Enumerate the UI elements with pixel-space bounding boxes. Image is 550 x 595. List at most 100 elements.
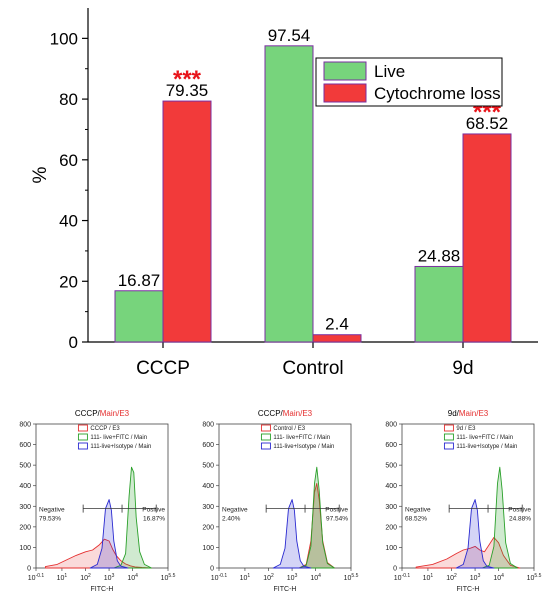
y-tick-label: 400 [385, 483, 397, 490]
x-tick-label: 103 [470, 573, 481, 582]
data-label: 2.4 [325, 315, 349, 334]
gate-negative-label: Negative [39, 507, 65, 514]
y-tick-label: 500 [19, 463, 31, 470]
legend-label: 111-live+Isotype / Main [90, 444, 151, 450]
x-tick-label: 105.5 [161, 573, 176, 582]
gate-positive-label: Positive [142, 507, 165, 514]
hist-title: CCCP/Main/E3 [75, 409, 130, 418]
x-axis-label: FITC-H [91, 586, 114, 593]
y-tick-label: 100 [385, 545, 397, 552]
y-tick-label: 600 [202, 442, 214, 449]
x-tick-label: 103 [287, 573, 298, 582]
y-tick-label: 100 [50, 29, 78, 48]
x-tick-label: 102 [446, 573, 457, 582]
data-label: 24.88 [418, 246, 461, 265]
x-tick-label: 10-0.1 [211, 573, 228, 582]
x-tick-label: 9d [452, 358, 473, 379]
flow-histogram-9d: 9d/Main/E3 0 100 200 300 400 500 600 800 10-0.1 10… [385, 409, 541, 593]
x-tick-label: 102 [263, 573, 274, 582]
x-axis-label: FITC-H [457, 586, 480, 593]
legend-label: Control / E3 [273, 426, 305, 432]
legend-swatch [260, 433, 271, 441]
hist-title: 9d/Main/E3 [448, 409, 489, 418]
legend-swatch [77, 424, 88, 432]
legend-swatch [443, 442, 454, 450]
histogram-1 [113, 466, 152, 569]
y-axis-label: % [30, 166, 51, 183]
x-tick-label: 10-0.1 [28, 573, 45, 582]
significance-stars: *** [173, 66, 202, 93]
legend-label: Live [374, 62, 405, 81]
hist-title: CCCP/Main/E3 [258, 409, 313, 418]
legend-label: 111-live+Isotype / Main [456, 444, 517, 450]
legend-label: 111-live+Isotype / Main [273, 444, 334, 450]
x-tick-label: 10-0.1 [394, 573, 411, 582]
y-tick-label: 40 [59, 212, 78, 231]
legend-swatch [323, 83, 367, 103]
legend-swatch [260, 442, 271, 450]
y-tick-label: 500 [202, 463, 214, 470]
y-tick-label: 200 [19, 524, 31, 531]
legend-swatch [77, 433, 88, 441]
y-tick-label: 600 [385, 442, 397, 449]
legend-label: 111- live+FITC / Main [456, 435, 513, 441]
x-tick-label: 102 [80, 573, 91, 582]
x-tick-label: 104 [310, 573, 321, 582]
legend-label: Cytochrome loss [374, 84, 501, 103]
x-tick-label: CCCP [136, 358, 190, 379]
legend-swatch [443, 433, 454, 441]
y-tick-label: 400 [19, 483, 31, 490]
gate-negative-label: Negative [405, 507, 431, 514]
flow-histogram-control: CCCP/Main/E3 0 100 200 300 400 500 600 800 10-0.1… [202, 409, 359, 593]
x-tick-label: Control [282, 358, 343, 379]
legend-label: 111- live+FITC / Main [273, 435, 330, 441]
x-tick-label: 101 [57, 573, 68, 582]
histogram-2 [455, 499, 495, 569]
histogram-0 [44, 538, 152, 569]
y-tick-label: 80 [59, 90, 78, 109]
gate-negative-value: 2.40% [222, 516, 241, 523]
gate-negative-value: 68.52% [405, 516, 427, 523]
bar-live [114, 290, 164, 343]
histogram-2 [272, 499, 312, 569]
x-tick-label: 104 [493, 573, 504, 582]
gate-positive-label: Positive [508, 507, 531, 514]
gate-positive-value: 24.88% [509, 516, 531, 523]
x-tick-label: 103 [104, 573, 115, 582]
bar-chart: 0 20 40 60 80 100% CCCP 16.87 79.35 Control 97.54 2… [30, 8, 538, 379]
gate-positive-value: 16.87% [143, 516, 165, 523]
y-tick-label: 800 [385, 422, 397, 429]
y-tick-label: 0 [393, 566, 397, 573]
y-tick-label: 500 [385, 463, 397, 470]
x-tick-label: 101 [423, 573, 434, 582]
bar-cytochrome-loss [162, 100, 212, 343]
y-tick-label: 200 [202, 524, 214, 531]
data-label: 79.35 [166, 81, 209, 100]
bar-live [264, 45, 314, 343]
y-tick-label: 60 [59, 151, 78, 170]
gate-positive-value: 97.54% [326, 516, 348, 523]
legend-swatch [443, 424, 454, 432]
bar-cytochrome-loss [462, 133, 512, 343]
bar-live [414, 265, 464, 343]
histogram-2 [89, 499, 129, 569]
x-tick-label: 101 [240, 573, 251, 582]
data-label: 16.87 [118, 271, 161, 290]
gate-negative-label: Negative [222, 507, 248, 514]
y-tick-label: 200 [385, 524, 397, 531]
y-tick-label: 400 [202, 483, 214, 490]
y-tick-label: 300 [202, 504, 214, 511]
legend-label: 9d / E3 [456, 426, 476, 432]
legend-swatch [323, 61, 367, 81]
gate-negative-value: 79.53% [39, 516, 61, 523]
y-tick-label: 800 [202, 422, 214, 429]
y-tick-label: 0 [69, 333, 78, 352]
x-tick-label: 105.5 [344, 573, 359, 582]
legend-swatch [260, 424, 271, 432]
y-tick-label: 600 [19, 442, 31, 449]
x-axis-label: FITC-H [274, 586, 297, 593]
data-label: 68.52 [466, 114, 509, 133]
bar-cytochrome-loss [312, 334, 362, 343]
y-tick-label: 800 [19, 422, 31, 429]
data-label: 97.54 [268, 26, 311, 45]
